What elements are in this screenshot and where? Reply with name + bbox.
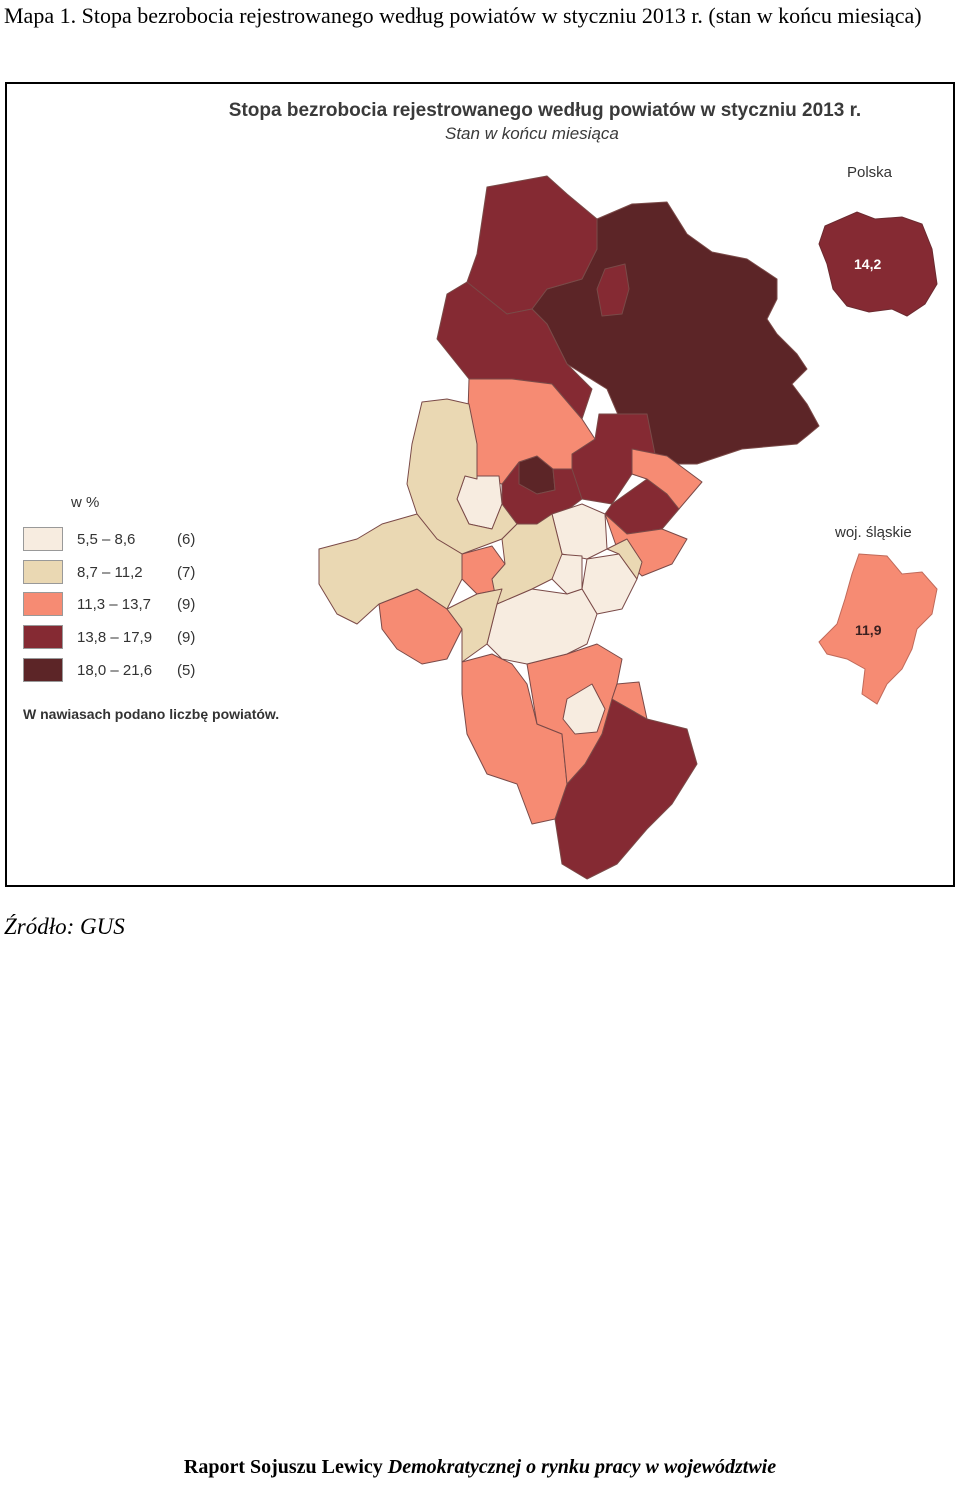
inset-silesia-label: woj. śląskie: [835, 524, 912, 541]
map-title: Stopa bezrobocia rejestrowanego według p…: [228, 100, 862, 121]
legend-swatch: [23, 658, 63, 682]
legend-swatch: [23, 625, 63, 649]
footer-italic-text: Demokratycznej o rynku pracy w województ…: [387, 1456, 777, 1478]
legend-count: (9): [177, 628, 196, 646]
legend-range: 11,3 – 13,7: [77, 595, 151, 613]
legend-note: W nawiasach podano liczbę powiatów.: [23, 706, 280, 722]
legend-count: (9): [177, 595, 196, 613]
legend-count: (5): [177, 661, 196, 679]
legend-range: 13,8 – 17,9: [77, 628, 153, 646]
choropleth-map: [318, 175, 938, 880]
source-note: Źródło: GUS: [4, 914, 125, 939]
legend-item: 18,0 – 21,6 (5): [23, 657, 195, 683]
region-salmon-southeast: [611, 681, 648, 720]
legend-count: (6): [177, 530, 196, 548]
inset-poland: [818, 211, 938, 317]
inset-silesia: [818, 553, 938, 705]
region-beige-southwest: [446, 588, 503, 663]
legend-item: 11,3 – 13,7 (9): [23, 591, 195, 617]
legend-swatch: [23, 560, 63, 584]
document-heading: Mapa 1. Stopa bezrobocia rejestrowanego …: [4, 3, 922, 28]
inset-poland-value: 14,2: [854, 256, 882, 272]
legend-swatch: [23, 527, 63, 551]
legend-item: 13,8 – 17,9 (9): [23, 624, 195, 650]
legend-count: (7): [177, 563, 196, 581]
legend-range: 8,7 – 11,2: [77, 563, 143, 581]
legend-range: 18,0 – 21,6: [77, 661, 153, 679]
legend-swatch: [23, 592, 63, 616]
region-beige-center: [491, 513, 563, 605]
map-figure: Stopa bezrobocia rejestrowanego według p…: [5, 82, 955, 887]
region-beige-north: [406, 398, 518, 555]
inset-silesia-value: 11,9: [855, 622, 882, 638]
region-darkred-enclave: [596, 263, 630, 317]
region-beige-east: [606, 538, 643, 580]
inset-poland-label: Polska: [847, 164, 893, 181]
page-footer: Raport Sojuszu Lewicy Demokratycznej o r…: [0, 1456, 960, 1479]
legend-range: 5,5 – 8,6: [77, 530, 136, 548]
region-salmon-east: [631, 448, 703, 510]
region-cream-6: [562, 683, 606, 735]
legend-item: 8,7 – 11,2 (7): [23, 559, 195, 585]
region-salmon-southwest: [461, 653, 568, 825]
legend-item: 5,5 – 8,6 (6): [23, 526, 195, 552]
legend-title: w %: [71, 494, 100, 511]
region-cream-4: [486, 588, 598, 665]
map-subtitle: Stan w końcu miesiąca: [445, 124, 619, 143]
footer-bold-text: Raport Sojuszu Lewicy: [183, 1456, 388, 1478]
region-beige-west: [318, 513, 463, 625]
